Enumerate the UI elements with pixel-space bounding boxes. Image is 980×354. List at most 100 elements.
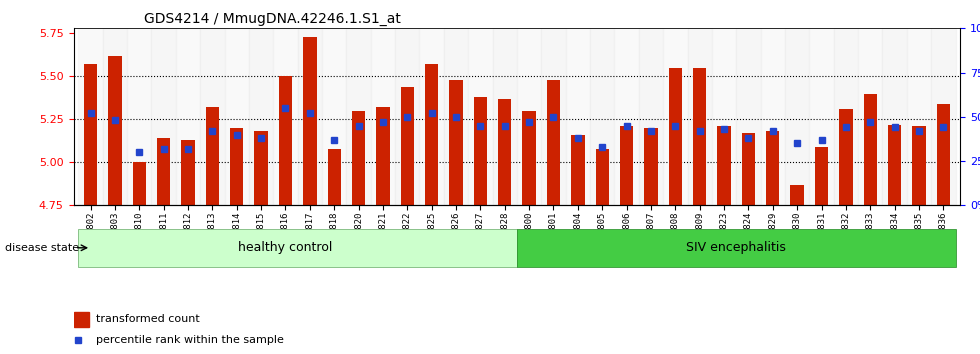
- Bar: [541, 28, 565, 205]
- Bar: [814, 147, 828, 205]
- Text: transformed count: transformed count: [96, 314, 199, 325]
- Bar: [278, 76, 292, 205]
- Bar: [565, 117, 590, 205]
- Bar: [181, 140, 195, 205]
- Bar: [395, 28, 419, 205]
- Bar: [614, 117, 639, 205]
- Bar: [809, 28, 834, 205]
- Bar: [834, 28, 858, 205]
- Bar: [809, 117, 834, 205]
- Bar: [717, 126, 731, 205]
- Bar: [127, 117, 152, 205]
- Bar: [298, 117, 322, 205]
- Bar: [688, 28, 711, 205]
- Text: GDS4214 / MmugDNA.42246.1.S1_at: GDS4214 / MmugDNA.42246.1.S1_at: [144, 12, 402, 26]
- Bar: [791, 185, 804, 205]
- Bar: [322, 28, 346, 205]
- Bar: [78, 28, 103, 205]
- Bar: [224, 117, 249, 205]
- Bar: [663, 28, 688, 205]
- Bar: [230, 128, 243, 205]
- Bar: [858, 117, 882, 205]
- Bar: [834, 117, 858, 205]
- Bar: [711, 28, 736, 205]
- Bar: [298, 28, 322, 205]
- Bar: [937, 104, 950, 205]
- Bar: [327, 149, 341, 205]
- Bar: [401, 87, 414, 205]
- Bar: [376, 107, 390, 205]
- FancyBboxPatch shape: [516, 229, 956, 267]
- Bar: [882, 117, 906, 205]
- Bar: [370, 28, 395, 205]
- Bar: [906, 28, 931, 205]
- Bar: [516, 28, 541, 205]
- Bar: [688, 117, 711, 205]
- Bar: [863, 93, 877, 205]
- Bar: [931, 28, 956, 205]
- Bar: [255, 131, 268, 205]
- Bar: [468, 117, 493, 205]
- Bar: [152, 28, 175, 205]
- Bar: [711, 117, 736, 205]
- Bar: [450, 80, 463, 205]
- Bar: [78, 117, 103, 205]
- Bar: [766, 131, 779, 205]
- Bar: [103, 117, 127, 205]
- Bar: [760, 28, 785, 205]
- Bar: [620, 126, 633, 205]
- Bar: [206, 107, 220, 205]
- Bar: [742, 133, 756, 205]
- Text: percentile rank within the sample: percentile rank within the sample: [96, 335, 283, 345]
- Bar: [596, 149, 609, 205]
- Bar: [132, 162, 146, 205]
- Bar: [498, 99, 512, 205]
- Bar: [468, 28, 493, 205]
- Bar: [352, 111, 366, 205]
- Text: healthy control: healthy control: [238, 241, 332, 254]
- Bar: [888, 125, 902, 205]
- Bar: [419, 117, 444, 205]
- Bar: [200, 28, 224, 205]
- Bar: [858, 28, 882, 205]
- Bar: [444, 117, 468, 205]
- Bar: [571, 135, 584, 205]
- Bar: [912, 126, 926, 205]
- FancyBboxPatch shape: [78, 229, 516, 267]
- Bar: [644, 128, 658, 205]
- Bar: [175, 28, 200, 205]
- Bar: [839, 109, 853, 205]
- Text: SIV encephalitis: SIV encephalitis: [686, 241, 786, 254]
- Bar: [249, 117, 273, 205]
- Bar: [395, 117, 419, 205]
- Bar: [224, 28, 249, 205]
- Bar: [785, 117, 809, 205]
- Bar: [541, 117, 565, 205]
- Bar: [273, 117, 298, 205]
- Bar: [931, 117, 956, 205]
- Bar: [419, 28, 444, 205]
- Bar: [127, 28, 152, 205]
- Bar: [425, 64, 438, 205]
- Bar: [547, 80, 561, 205]
- Bar: [84, 64, 97, 205]
- Text: disease state: disease state: [5, 243, 79, 253]
- Bar: [663, 117, 688, 205]
- Bar: [590, 117, 614, 205]
- Bar: [639, 117, 663, 205]
- Bar: [516, 117, 541, 205]
- Bar: [522, 111, 536, 205]
- Bar: [906, 117, 931, 205]
- Bar: [249, 28, 273, 205]
- Bar: [108, 56, 122, 205]
- Bar: [74, 312, 89, 327]
- Bar: [493, 28, 516, 205]
- Bar: [175, 117, 200, 205]
- Bar: [565, 28, 590, 205]
- Bar: [103, 28, 127, 205]
- Bar: [736, 117, 760, 205]
- Bar: [882, 28, 906, 205]
- Bar: [346, 117, 370, 205]
- Bar: [303, 37, 317, 205]
- Bar: [473, 97, 487, 205]
